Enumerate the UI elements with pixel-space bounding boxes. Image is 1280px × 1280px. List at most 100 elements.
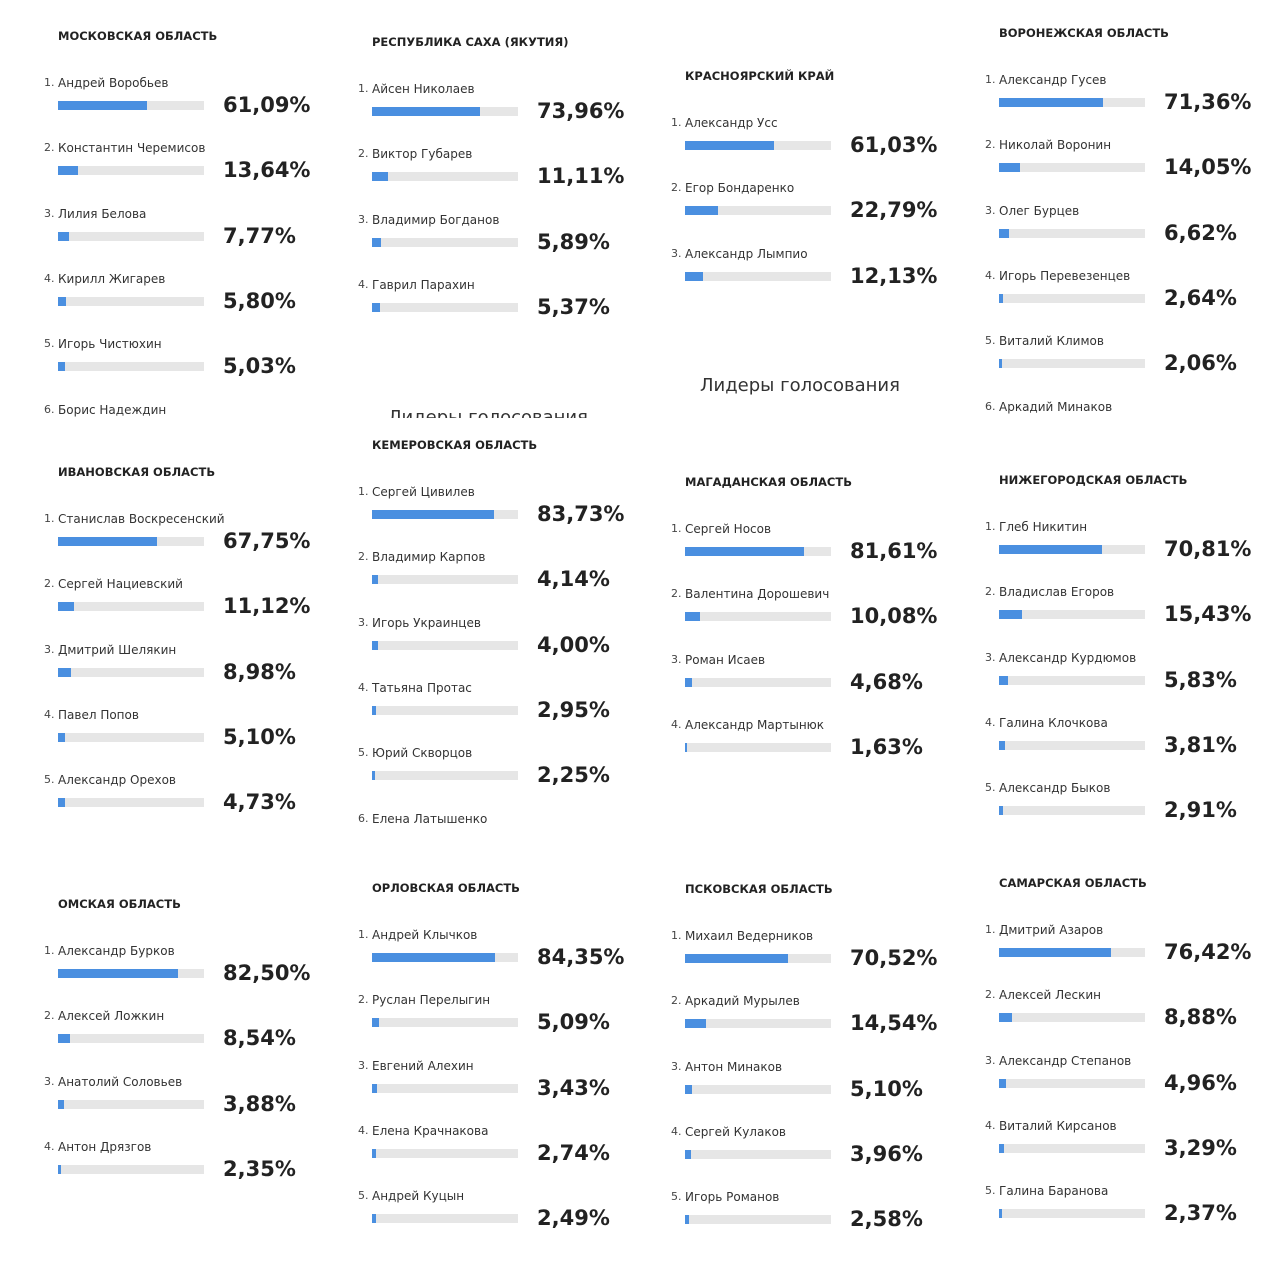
bar <box>685 141 775 150</box>
bar <box>999 675 1008 685</box>
candidate-name: Александр Усс <box>685 116 778 130</box>
bar <box>58 362 66 372</box>
percent-label: 4,73% <box>223 790 296 815</box>
rank: 5. <box>985 781 996 795</box>
rank: 3. <box>44 206 55 220</box>
bar <box>685 1149 691 1159</box>
candidate-name: Глеб Никитин <box>999 520 1088 534</box>
bar <box>999 948 1111 957</box>
bar-track <box>999 545 1145 554</box>
percent-label: 4,14% <box>537 567 610 592</box>
bar <box>685 1019 707 1029</box>
bar <box>58 101 148 110</box>
bar-track <box>685 271 831 281</box>
percent-label: 10,08% <box>850 604 938 629</box>
candidate-name: Евгений Алехин <box>372 1058 474 1073</box>
percent-label: 4,96% <box>1164 1070 1237 1095</box>
bar-track <box>685 1019 831 1029</box>
bar-track <box>685 1215 831 1225</box>
rank: 2. <box>44 577 55 591</box>
rank: 1. <box>358 82 369 95</box>
bar <box>999 98 1104 107</box>
candidate-name: Елена Латышенко <box>372 811 488 826</box>
bar-track <box>58 296 204 306</box>
region-title: Кемеровская область <box>372 438 538 452</box>
rank: 3. <box>985 203 996 217</box>
bar <box>685 742 688 752</box>
percent-label: 22,79% <box>850 198 938 223</box>
rank: 4. <box>358 1123 369 1137</box>
rank: 1. <box>671 116 682 129</box>
candidate-name: Владимир Карпов <box>372 550 486 565</box>
percent-label: 5,10% <box>850 1076 923 1101</box>
candidate-name: Сергей Носов <box>685 522 772 536</box>
percent-label: 73,96% <box>537 99 625 123</box>
rank: 3. <box>671 1059 682 1073</box>
percent-label: 5,83% <box>1164 667 1237 692</box>
percent-label: 5,80% <box>223 288 296 313</box>
bar <box>999 1143 1004 1153</box>
bar <box>685 547 805 556</box>
bar <box>372 302 380 312</box>
region-panel: Республика Саха (Якутия) 1. Айсен Николаев… <box>358 0 658 418</box>
bar-track <box>999 98 1145 107</box>
bar <box>685 1084 693 1094</box>
rank: 6. <box>358 811 369 825</box>
region-panel: Псковская область 1. Михаил Ведерников 70,5… <box>671 858 971 1280</box>
bar-track <box>58 231 204 241</box>
candidate-name: Роман Исаев <box>685 652 766 667</box>
candidate-name: Сергей Цивилев <box>372 485 475 499</box>
candidate-name: Игорь Перевезенцев <box>999 268 1131 283</box>
bar-track <box>685 954 831 963</box>
candidate-name: Айсен Николаев <box>372 82 475 96</box>
bar-track <box>372 1018 518 1028</box>
candidate-name: Руслан Перелыгин <box>372 993 491 1008</box>
bar <box>999 228 1009 238</box>
candidate-name: Галина Клочкова <box>999 715 1108 730</box>
bar-track <box>999 610 1145 620</box>
candidate-name: Павел Попов <box>58 707 139 722</box>
region-panel: Кемеровская область 1. Сергей Цивилев 83,73… <box>358 438 658 838</box>
rank: 1. <box>671 522 682 535</box>
rank: 3. <box>985 650 996 664</box>
candidate-name: Владимир Богданов <box>372 212 500 227</box>
percent-label: 67,75% <box>223 529 311 553</box>
candidate-name: Олег Бурцев <box>999 203 1080 218</box>
bar <box>999 806 1004 816</box>
section-heading: Лидеры голосования <box>388 407 588 418</box>
region-title: Орловская область <box>372 881 520 895</box>
bar-track <box>58 667 204 677</box>
percent-label: 81,61% <box>850 539 938 563</box>
percent-label: 7,77% <box>223 223 296 248</box>
bar-track <box>999 1013 1145 1023</box>
bar-track <box>372 1083 518 1093</box>
candidate-name: Аркадий Минаков <box>999 399 1113 414</box>
rank: 4. <box>358 680 369 694</box>
region-panel: Ивановская область 1. Станислав Воскресенс… <box>44 438 344 838</box>
candidate-name: Алексей Лескин <box>999 988 1101 1003</box>
percent-label: 2,25% <box>537 763 610 788</box>
bar <box>685 1215 689 1225</box>
candidate-name: Виктор Губарев <box>372 147 473 162</box>
bar <box>58 1099 64 1109</box>
bar-track <box>58 602 204 612</box>
candidate-name: Анатолий Соловьев <box>58 1074 183 1089</box>
percent-label: 3,88% <box>223 1091 296 1116</box>
percent-label: 83,73% <box>537 502 625 526</box>
bar <box>372 237 381 247</box>
bar-track <box>372 172 518 182</box>
rank: 5. <box>358 1189 369 1203</box>
bar-track <box>999 806 1145 816</box>
bar <box>58 798 65 808</box>
bar-track <box>685 206 831 216</box>
bar-track <box>999 163 1145 173</box>
rank: 4. <box>358 277 369 291</box>
section-heading: Лидеры голосования <box>700 375 900 396</box>
candidate-name: Виталий Кирсанов <box>999 1118 1117 1133</box>
bar <box>372 1148 376 1158</box>
bar-track <box>58 732 204 742</box>
percent-label: 2,95% <box>537 697 610 722</box>
candidate-name: Андрей Куцын <box>372 1189 465 1204</box>
rank: 1. <box>671 929 682 942</box>
region-title: Омская область <box>58 897 181 911</box>
